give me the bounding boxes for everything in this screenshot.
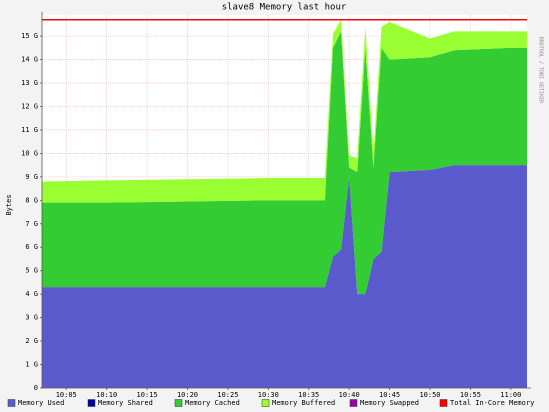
series-layer <box>42 18 527 388</box>
x-tick-label: 10:55 <box>460 391 481 399</box>
legend-label: Total In-Core Memory <box>450 399 534 407</box>
x-tick-label: 10:45 <box>379 391 400 399</box>
x-tick-label: 10:30 <box>258 391 279 399</box>
x-tick-label: 10:15 <box>137 391 158 399</box>
x-tick-label: 10:40 <box>339 391 360 399</box>
y-tick-label: 5 G <box>25 267 38 275</box>
legend-label: Memory Buffered <box>272 399 335 407</box>
legend-swatch <box>7 399 16 407</box>
y-tick-label: 7 G <box>25 220 38 228</box>
legend-swatch <box>174 399 183 407</box>
x-tick-label: 10:25 <box>217 391 238 399</box>
x-tick-label: 10:20 <box>177 391 198 399</box>
legend-label: Memory Cached <box>185 399 240 407</box>
legend-swatch <box>439 399 448 407</box>
y-axis-label: Bytes <box>5 194 13 215</box>
y-tick-label: 9 G <box>25 173 38 181</box>
legend-swatch <box>261 399 270 407</box>
y-tick-label: 4 G <box>25 290 38 298</box>
chart-title: slave8 Memory last hour <box>222 3 347 13</box>
x-tick-label: 10:35 <box>298 391 319 399</box>
y-tick-label: 15 G <box>21 32 38 40</box>
area <box>42 19 527 203</box>
watermark: RRDTOOL / TOBI OETIKER <box>538 37 544 104</box>
y-tick-label: 8 G <box>25 196 38 204</box>
y-tick-label: 13 G <box>21 79 38 87</box>
y-tick-label: 3 G <box>25 314 38 322</box>
y-tick-label: 1 G <box>25 361 38 369</box>
x-tick-label: 10:05 <box>56 391 77 399</box>
y-tick-label: 14 G <box>21 56 38 64</box>
legend-label: Memory Swapped <box>360 399 419 407</box>
x-tick-label: 10:50 <box>419 391 440 399</box>
y-tick-label: 10 G <box>21 149 38 157</box>
x-tick-label: 11:00 <box>500 391 521 399</box>
legend-swatch <box>349 399 358 407</box>
y-tick-label: 6 G <box>25 243 38 251</box>
y-tick-label: 12 G <box>21 102 38 110</box>
axes <box>40 12 531 390</box>
legend-label: Memory Used <box>18 399 64 407</box>
y-tick-label: 0 <box>34 384 38 392</box>
area <box>42 31 527 295</box>
x-tick-label: 10:10 <box>96 391 117 399</box>
legend-label: Memory Shared <box>98 399 153 407</box>
y-tick-label: 2 G <box>25 337 38 345</box>
area <box>42 165 527 388</box>
legend-swatch <box>87 399 96 407</box>
y-tick-label: 11 G <box>21 126 38 134</box>
